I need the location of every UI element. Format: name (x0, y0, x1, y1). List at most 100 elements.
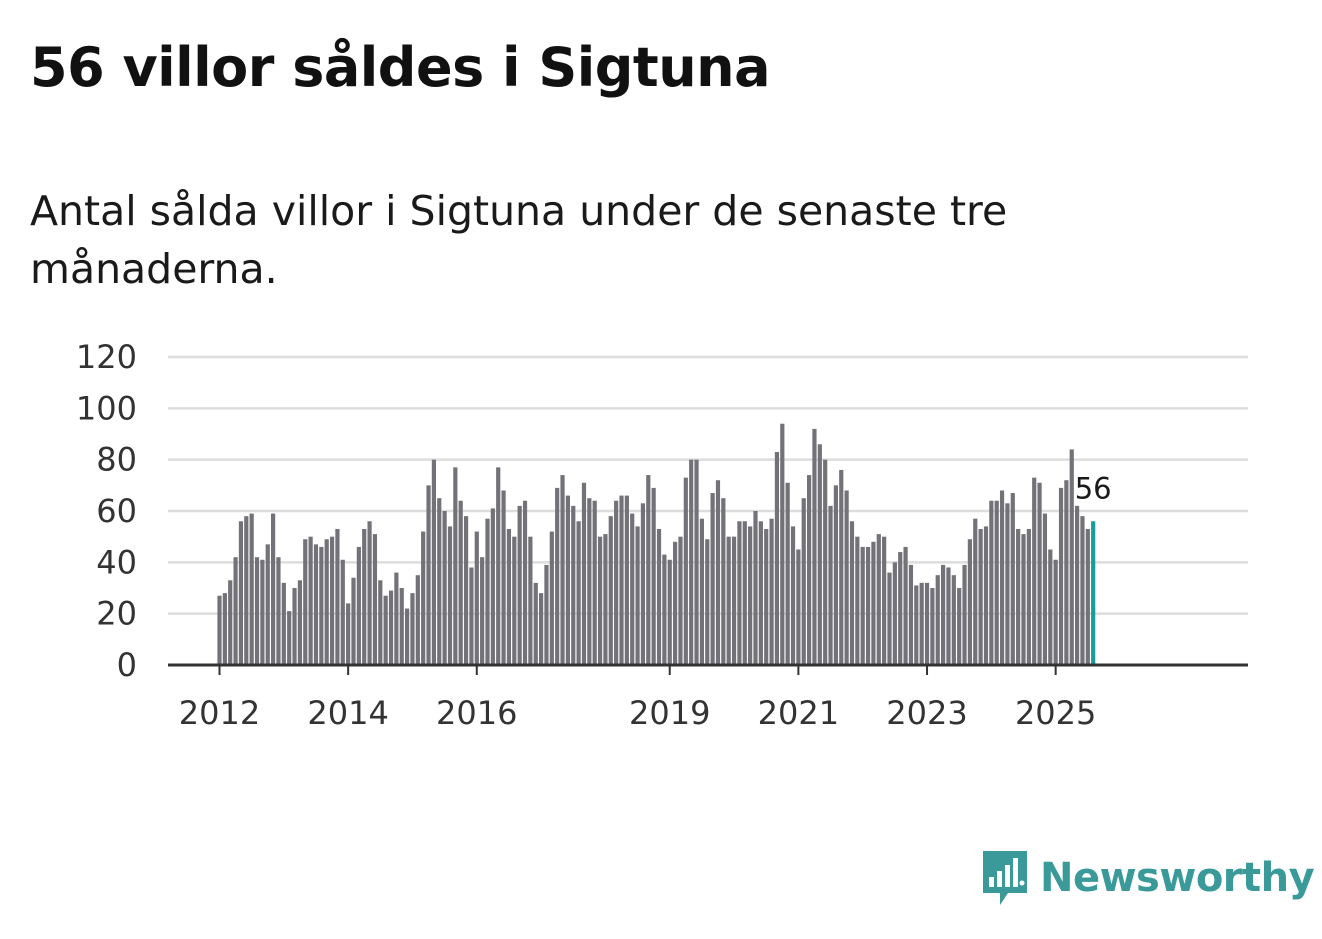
bar (651, 487, 656, 665)
bar (1037, 482, 1042, 665)
bar (908, 564, 914, 665)
bar (576, 521, 581, 665)
x-tick-label: 2012 (179, 694, 260, 732)
bar (924, 582, 930, 665)
bar (522, 500, 528, 665)
bar (790, 526, 796, 665)
bar (1064, 480, 1069, 665)
bar (474, 531, 479, 665)
brand-name: Newsworthy (1040, 855, 1315, 901)
bars (217, 423, 1096, 665)
bar (973, 518, 978, 665)
bar (281, 582, 286, 665)
bar (533, 582, 538, 665)
bar (506, 528, 512, 665)
bar (346, 603, 351, 665)
bar (254, 557, 260, 665)
bar (1016, 528, 1021, 665)
bar (710, 493, 715, 665)
bar (394, 572, 399, 665)
bar (512, 536, 517, 665)
x-tick-label: 2019 (629, 694, 710, 732)
bar (608, 516, 613, 665)
bar (442, 511, 447, 665)
bar (233, 557, 238, 665)
bar (356, 546, 361, 665)
bar (544, 564, 549, 665)
bar (597, 536, 603, 665)
bar (999, 490, 1005, 665)
bar (335, 528, 340, 665)
bar (721, 498, 726, 665)
bar (1021, 534, 1026, 665)
bar (726, 536, 731, 665)
bar (989, 500, 994, 665)
bar (689, 459, 694, 665)
bar (1075, 505, 1080, 665)
bar (887, 572, 892, 665)
y-axis-labels: 0 20 40 60 80 100 120 (76, 338, 137, 684)
bar (453, 467, 458, 665)
bar (865, 546, 871, 665)
bar (319, 546, 324, 665)
bar (490, 508, 495, 665)
bar (463, 516, 469, 665)
bar-latest (1091, 521, 1096, 665)
bar (844, 490, 849, 665)
bar (292, 588, 297, 665)
page-title: 56 villor såldes i Sigtuna (30, 36, 771, 99)
bar (405, 608, 410, 665)
bar (817, 444, 822, 665)
bar (222, 593, 227, 665)
bar (946, 567, 951, 665)
bar (480, 557, 485, 665)
bar (640, 503, 646, 665)
bar (1026, 528, 1031, 665)
y-tick-label: 80 (96, 441, 137, 479)
bar (447, 526, 453, 665)
last-value-label: 56 (1075, 471, 1112, 505)
bar (758, 521, 763, 665)
y-tick-label: 20 (96, 595, 137, 633)
bar (624, 495, 629, 665)
bar (313, 544, 319, 665)
annotations: 56 (1072, 468, 1115, 508)
bar (614, 500, 619, 665)
bar (860, 546, 865, 665)
bar (458, 500, 463, 665)
newsworthy-logo-icon (983, 851, 1027, 905)
bar (807, 475, 812, 665)
bar (635, 526, 640, 665)
bar (228, 580, 233, 665)
bar (565, 495, 570, 665)
bar (774, 451, 780, 665)
bar (217, 595, 222, 665)
bar (415, 575, 420, 665)
bar (876, 534, 881, 665)
chart-subtitle: Antal sålda villor i Sigtuna under de se… (30, 187, 1008, 293)
bar (1005, 503, 1010, 665)
bar (249, 513, 254, 665)
bar (935, 575, 940, 665)
bar (276, 557, 281, 665)
bar (667, 559, 672, 665)
bar (748, 526, 753, 665)
bar (855, 536, 860, 665)
bar (914, 585, 919, 665)
bar (603, 534, 608, 665)
x-tick-label: 2014 (307, 694, 388, 732)
bar (388, 590, 394, 665)
bar (431, 459, 436, 665)
bar (892, 562, 897, 665)
bar (1080, 516, 1085, 665)
bar (678, 536, 683, 665)
bar (528, 536, 533, 665)
x-tick-label: 2025 (1015, 694, 1096, 732)
bar (662, 554, 667, 665)
bar (705, 539, 710, 665)
bar (967, 539, 972, 665)
bar (823, 459, 828, 665)
bar (833, 485, 838, 665)
bar (646, 475, 651, 665)
bar (555, 487, 560, 665)
